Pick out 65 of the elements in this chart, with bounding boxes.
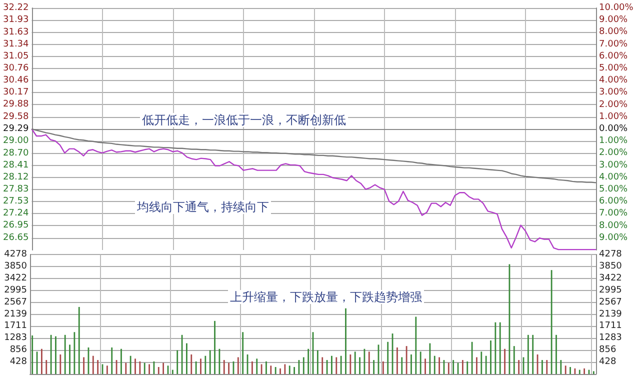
y-tick-label: 3850 xyxy=(4,261,28,272)
y-tick-label: 31.34 xyxy=(3,39,30,50)
y2-tick-label: 8.00% xyxy=(599,27,628,38)
y2-tick-label: 9.00% xyxy=(599,232,628,243)
y-tick-label: 31.93 xyxy=(3,14,29,25)
y2-tick-label: 9.00% xyxy=(599,15,628,26)
y-tick-label: 32.22 xyxy=(3,3,29,13)
y-tick-label: 26.95 xyxy=(3,220,29,231)
y-tick-label: 2995 xyxy=(4,285,27,296)
y2-tick-label: 5.00% xyxy=(599,184,628,194)
y2-tick-label: 3850 xyxy=(599,261,622,272)
y-tick-label: 1711 xyxy=(4,321,27,332)
y-tick-label: 27.83 xyxy=(3,184,29,194)
y-tick-label: 29.58 xyxy=(3,112,30,122)
y-tick-label: 3422 xyxy=(4,273,27,284)
y-tick-label: 4278 xyxy=(4,250,28,260)
y2-tick-label: 0.00% xyxy=(599,124,628,134)
y2-tick-label: 6.00% xyxy=(599,196,628,207)
y2-tick-label: 3.00% xyxy=(599,160,628,170)
y2-tick-label: 10.00% xyxy=(599,3,634,13)
y-tick-label: 27.53 xyxy=(3,196,29,207)
y-tick-label: 2567 xyxy=(4,297,27,308)
annotation: 上升缩量，下跌放量，下跌趋势增强 xyxy=(230,290,422,304)
y2-tick-label: 2.00% xyxy=(599,100,628,110)
y-tick-label: 29.88 xyxy=(3,100,30,110)
y-tick-label: 28.41 xyxy=(3,160,29,170)
y-tick-label: 30.76 xyxy=(3,63,30,74)
y-tick-label: 27.24 xyxy=(3,208,30,219)
y2-tick-label: 4.00% xyxy=(599,76,628,86)
y2-tick-label: 7.00% xyxy=(599,208,628,219)
y2-tick-label: 856 xyxy=(599,345,616,356)
y2-tick-label: 8.00% xyxy=(599,220,628,231)
y2-tick-label: 6.00% xyxy=(599,51,628,62)
y-tick-label: 31.05 xyxy=(3,51,29,62)
y-tick-label: 2139 xyxy=(4,309,28,320)
annotation: 均线向下通气，持续向下 xyxy=(136,200,269,214)
y2-tick-label: 2.00% xyxy=(599,148,628,158)
line-series xyxy=(31,128,597,184)
y2-tick-label: 5.00% xyxy=(599,64,628,74)
y-tick-label: 29.29 xyxy=(3,124,30,134)
y-tick-label: 28.70 xyxy=(3,148,30,158)
y-tick-label: 856 xyxy=(10,345,28,356)
y-tick-label: 30.17 xyxy=(3,88,29,98)
y-tick-label: 29.00 xyxy=(3,136,30,146)
y2-tick-label: 3422 xyxy=(599,273,622,284)
y-tick-label: 30.46 xyxy=(3,76,30,86)
y2-tick-label: 7.00% xyxy=(599,39,628,50)
y-tick-label: 31.63 xyxy=(3,27,29,38)
y2-tick-label: 3.00% xyxy=(599,88,628,98)
y2-tick-label: 4278 xyxy=(599,250,622,260)
line-series xyxy=(31,128,597,250)
y-tick-label: 428 xyxy=(10,357,28,368)
y2-tick-label: 1283 xyxy=(599,333,622,344)
y2-tick-label: 428 xyxy=(599,357,616,368)
y2-tick-label: 2139 xyxy=(599,309,622,320)
y2-tick-label: 1.00% xyxy=(599,112,628,122)
y2-tick-label: 2567 xyxy=(599,297,622,308)
y2-tick-label: 1.00% xyxy=(599,136,628,146)
y-tick-label: 28.12 xyxy=(3,172,29,182)
y2-tick-label: 4.00% xyxy=(599,172,628,182)
y-tick-label: 26.65 xyxy=(3,233,29,244)
y2-tick-label: 1711 xyxy=(599,321,622,332)
annotation: 低开低走，一浪低于一浪，不断创新低 xyxy=(142,113,346,127)
y-tick-label: 1283 xyxy=(4,333,27,344)
y2-tick-label: 2995 xyxy=(599,285,622,296)
